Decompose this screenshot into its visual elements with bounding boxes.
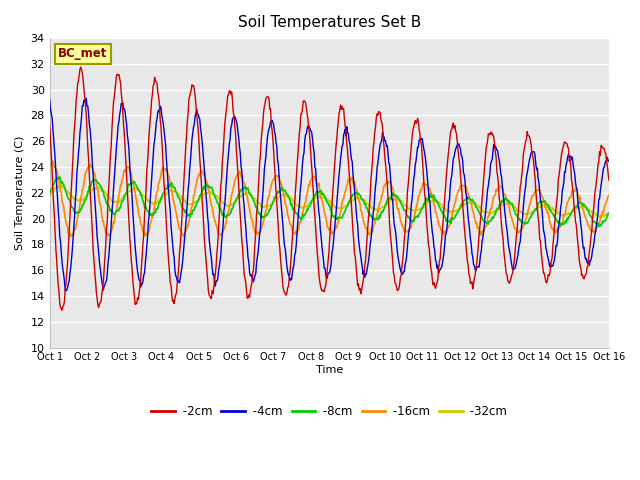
Title: Soil Temperatures Set B: Soil Temperatures Set B — [237, 15, 421, 30]
Y-axis label: Soil Temperature (C): Soil Temperature (C) — [15, 136, 25, 250]
Legend:  -2cm,  -4cm,  -8cm,  -16cm,  -32cm: -2cm, -4cm, -8cm, -16cm, -32cm — [147, 400, 512, 422]
Text: BC_met: BC_met — [58, 48, 108, 60]
X-axis label: Time: Time — [316, 365, 343, 375]
